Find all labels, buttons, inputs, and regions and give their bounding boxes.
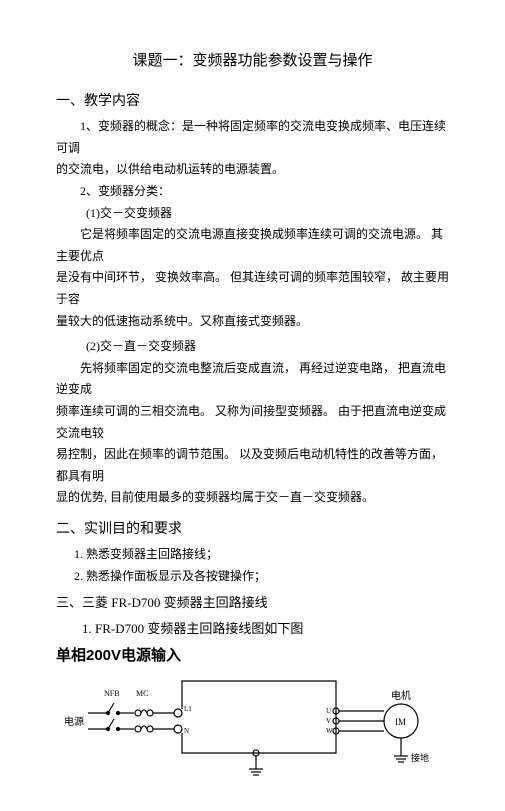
paragraph: 先将频率固定的交流电整流后变成直流， 再经过逆变电路， 把直流电逆变成 bbox=[56, 358, 449, 401]
list-item: 1. 熟悉变频器主回路接线； bbox=[56, 544, 449, 566]
im-label: IM bbox=[395, 717, 406, 727]
document-page: 课题一：变频器功能参数设置与操作 一、教学内容 1、变频器的概念：是一种将固定频… bbox=[0, 0, 505, 811]
motor-box-label: 电机 bbox=[391, 689, 411, 702]
paragraph: 的交流电，以供给电动机运转的电源装置。 bbox=[56, 159, 449, 181]
paragraph: 显的优势, 目前使用最多的变频器均属于交－直－交变频器。 bbox=[56, 487, 449, 509]
page-title: 课题一：变频器功能参数设置与操作 bbox=[56, 48, 449, 75]
wiring-diagram: 电源 NFB MC L1 bbox=[56, 671, 436, 791]
paragraph: 频率连续可调的三相交流电。 又称为间接型变频器。 由于把直流电逆变成交流电较 bbox=[56, 401, 449, 444]
l1-label: L1 bbox=[184, 705, 192, 713]
ground-label: 接地 bbox=[411, 752, 429, 763]
paragraph: 量较大的低速拖动系统中。又称直接式变频器。 bbox=[56, 311, 449, 333]
mc-label: MC bbox=[136, 689, 148, 698]
n-label: N bbox=[184, 727, 189, 735]
section-2-heading: 二、实训目的和要求 bbox=[56, 517, 449, 542]
diagram-caption: 单相200V电源输入 bbox=[56, 642, 449, 669]
subitem: (1)交－交变频器 bbox=[56, 203, 449, 225]
paragraph: 它是将频率固定的交流电源直接变换成频率连续可调的交流电源。 其主要优点 bbox=[56, 224, 449, 267]
paragraph: 易控制，因此在频率的调节范围。 以及变频后电动机特性的改善等方面， 都具有明 bbox=[56, 444, 449, 487]
v-label: V bbox=[326, 717, 331, 725]
section-1-heading: 一、教学内容 bbox=[56, 89, 449, 114]
nfb-label: NFB bbox=[104, 689, 120, 698]
paragraph: 2、变频器分类： bbox=[56, 181, 449, 203]
list-item: 2. 熟悉操作面板显示及各按键操作； bbox=[56, 566, 449, 588]
w-label: W bbox=[326, 727, 333, 735]
paragraph: 1、变频器的概念：是一种将固定频率的交流电变换成频率、电压连续可调 bbox=[56, 116, 449, 159]
section-3-heading: 三、三菱 FR-D700 变频器主回路接线 bbox=[56, 591, 449, 614]
paragraph: 是没有中间环节， 变换效率高。 但其连续可调的频率范围较窄， 故主要用于容 bbox=[56, 267, 449, 310]
subitem: (2)交－直－交变频器 bbox=[56, 336, 449, 358]
paragraph: 1. FR-D700 变频器主回路接线图如下图 bbox=[56, 617, 449, 640]
power-label: 电源 bbox=[64, 715, 84, 728]
